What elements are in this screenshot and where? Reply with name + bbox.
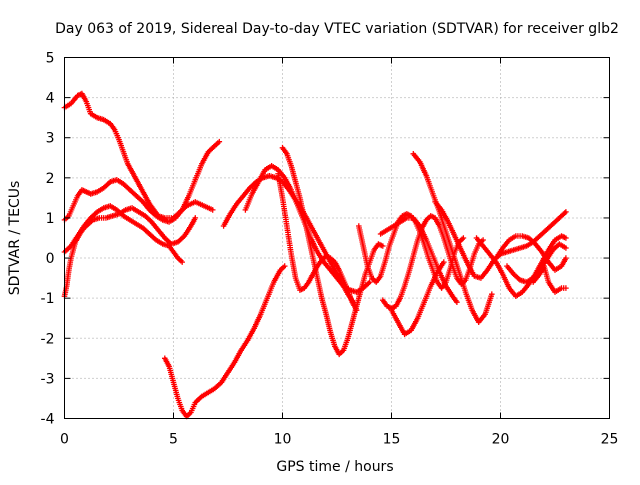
y-axis-label: SDTVAR / TECUs bbox=[7, 181, 23, 296]
y-tick-label: -2 bbox=[41, 331, 55, 347]
grid bbox=[64, 57, 610, 419]
series-arc-8 bbox=[279, 144, 386, 358]
x-axis-label: GPS time / hours bbox=[276, 459, 393, 475]
y-tick-label: 1 bbox=[46, 211, 55, 227]
y-tick-label: 2 bbox=[46, 171, 55, 187]
y-tick-label: -1 bbox=[41, 291, 55, 307]
y-tick-label: 4 bbox=[46, 91, 55, 107]
data-points-arc-19 bbox=[530, 263, 569, 295]
x-tick-label: 5 bbox=[169, 432, 178, 448]
data-points-arc-12 bbox=[410, 151, 495, 325]
x-tick-label: 0 bbox=[60, 432, 69, 448]
series-arc-17 bbox=[493, 233, 569, 273]
data-points-arc-11 bbox=[380, 213, 486, 311]
data-points-arc-8 bbox=[279, 144, 386, 358]
series-arc-14 bbox=[388, 259, 447, 338]
y-tick-label: 0 bbox=[46, 251, 55, 267]
x-tick-label: 10 bbox=[274, 432, 292, 448]
series-arc-13 bbox=[377, 215, 460, 305]
data-series bbox=[61, 90, 569, 420]
data-points-arc-5 bbox=[162, 263, 288, 420]
series-arc-1 bbox=[61, 90, 216, 221]
series-arc-9 bbox=[275, 171, 360, 313]
data-points-arc-9 bbox=[275, 171, 360, 313]
data-points-arc-13 bbox=[377, 215, 460, 305]
data-points-arc-17 bbox=[493, 233, 569, 273]
y-tick-label: 5 bbox=[46, 51, 55, 67]
data-points-arc-14 bbox=[388, 259, 447, 338]
y-tick-label: 3 bbox=[46, 131, 55, 147]
series-arc-11 bbox=[380, 213, 486, 311]
chart-title: Day 063 of 2019, Sidereal Day-to-day VTE… bbox=[55, 21, 619, 37]
x-tick-label: 25 bbox=[601, 432, 619, 448]
x-tick-label: 20 bbox=[492, 432, 510, 448]
data-points-arc-1 bbox=[61, 90, 216, 221]
series-arc-12 bbox=[410, 151, 495, 325]
series-arc-19 bbox=[530, 263, 569, 295]
y-tick-label: -3 bbox=[41, 371, 55, 387]
y-tick-label: -4 bbox=[41, 412, 55, 428]
series-arc-5 bbox=[162, 263, 288, 420]
plot-frame bbox=[64, 57, 610, 419]
x-tick-label: 15 bbox=[383, 432, 401, 448]
axis-ticks: 0 5 10 15 20 25 -4 -3 -2 -1 0 1 2 3 4 5 bbox=[41, 51, 619, 448]
